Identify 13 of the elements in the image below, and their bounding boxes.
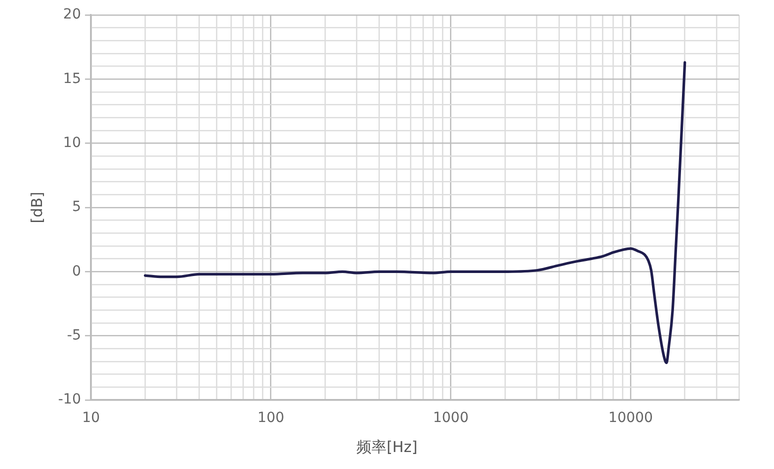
x-axis-title: 频率[Hz] (356, 438, 418, 456)
x-tick-label: 1000 (432, 410, 469, 426)
x-tick-label: 10000 (608, 410, 653, 426)
y-tick-label: -10 (58, 392, 81, 408)
y-tick-label: -5 (67, 327, 81, 344)
x-tick-label: 100 (258, 410, 284, 426)
y-tick-label: 15 (63, 70, 81, 87)
y-tick-label: 0 (72, 263, 81, 280)
y-tick-label: 10 (63, 134, 81, 151)
y-tick-label: 20 (63, 6, 81, 23)
y-axis-title: [dB] (28, 192, 46, 224)
x-tick-label: 10 (82, 410, 100, 426)
y-tick-label: 5 (72, 199, 81, 216)
